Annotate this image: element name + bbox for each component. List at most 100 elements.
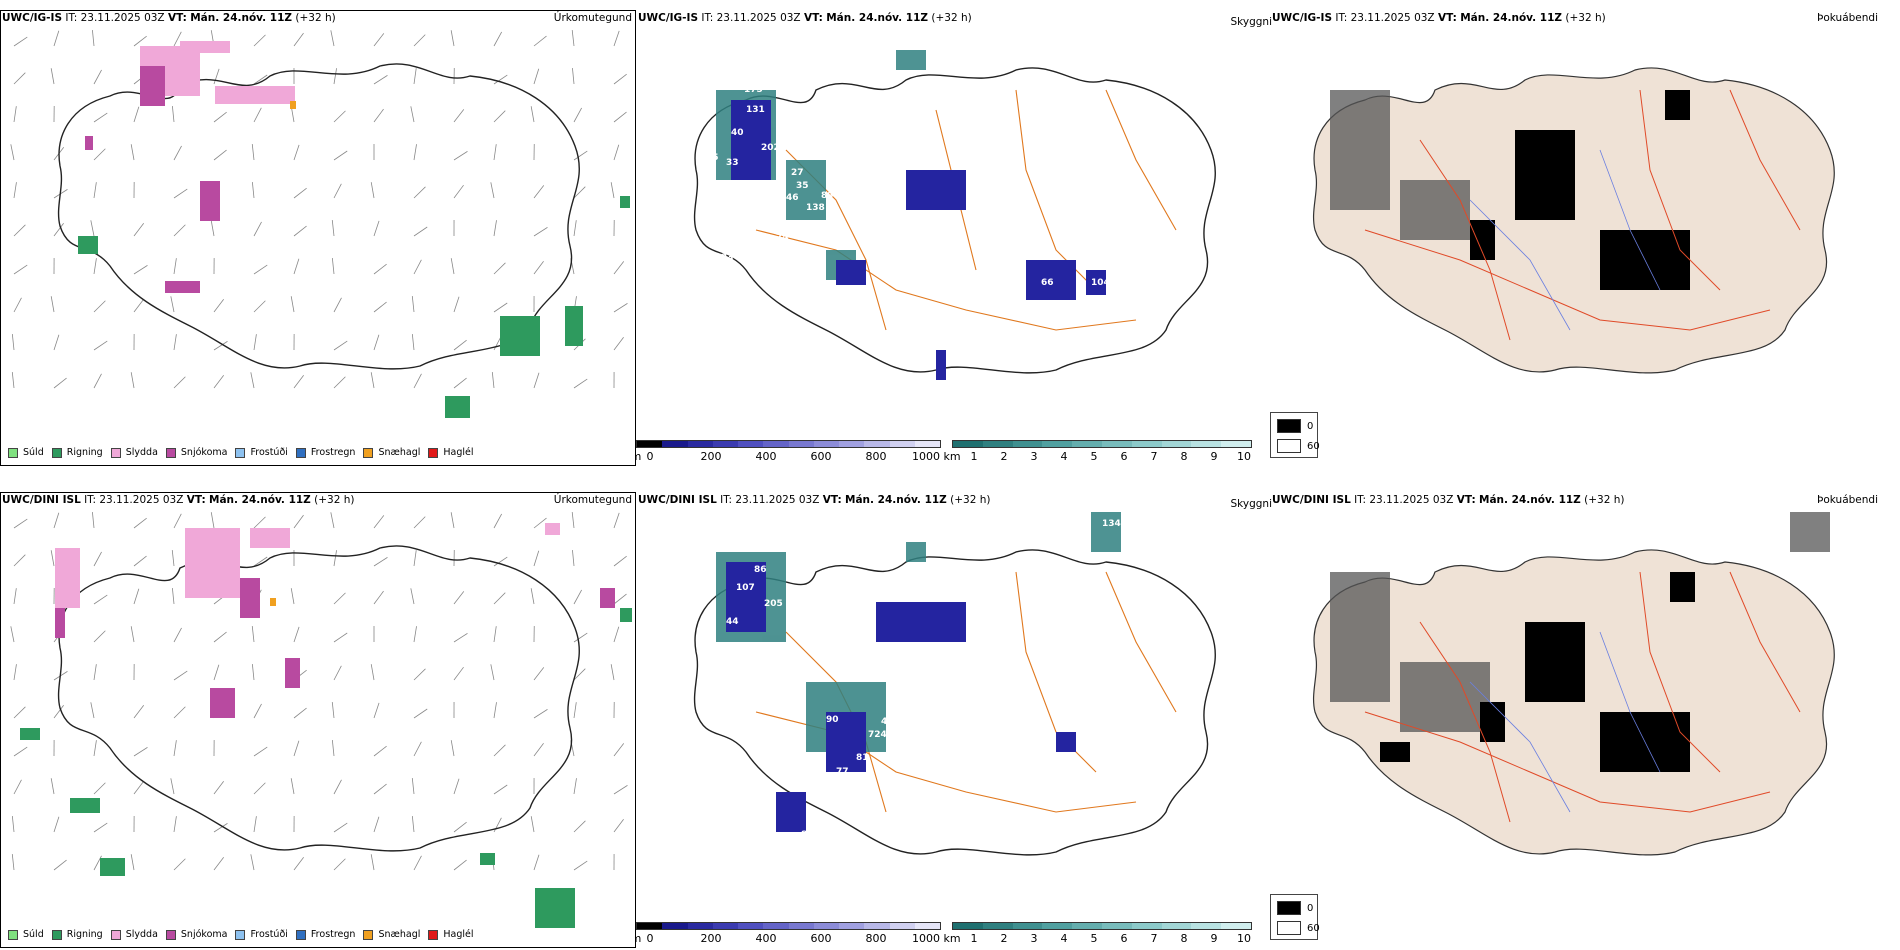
wind-barb <box>213 781 225 795</box>
visibility-map: 134 86 107 205 60 44 18 47 68 190 72 153… <box>693 512 1216 856</box>
legend-item: Súld <box>8 929 44 940</box>
wind-barb <box>453 859 467 871</box>
wind-barb <box>491 372 495 389</box>
svg-text:68: 68 <box>836 653 849 663</box>
wind-barb <box>133 705 145 719</box>
precip-map-frame <box>0 10 636 466</box>
wind-barb <box>453 339 467 351</box>
wind-barb <box>293 857 304 871</box>
visibility-map: 175 131 40 202 33 55 27 35 89 46 138 93 … <box>693 50 1216 380</box>
wind-barb <box>533 854 540 871</box>
wind-barb <box>453 151 468 161</box>
wind-barb <box>133 35 147 47</box>
wind-barb <box>173 376 186 389</box>
wind-barb <box>133 747 148 757</box>
wind-barb <box>373 108 384 123</box>
wind-barb <box>250 854 255 871</box>
legend-item: Rigning <box>51 447 103 458</box>
svg-text:46: 46 <box>786 193 799 203</box>
wind-barb <box>413 741 422 757</box>
wind-barb <box>253 334 257 351</box>
wind-barb <box>13 36 28 47</box>
wind-barb <box>411 816 415 833</box>
wind-barb <box>572 68 575 85</box>
wind-barb <box>613 593 627 605</box>
wind-barb <box>453 296 460 313</box>
fog-panel-bottom: UWC/DINI ISL IT: 23.11.2025 03Z VT: Mán.… <box>1270 492 1900 948</box>
wind-barb <box>93 782 106 795</box>
svg-text:437: 437 <box>881 717 900 727</box>
wind-barb <box>453 633 468 643</box>
wind-barb <box>53 222 64 237</box>
wind-barb <box>493 74 508 85</box>
wind-barb <box>53 859 67 871</box>
wind-barb <box>11 854 15 871</box>
precip-map <box>10 512 632 928</box>
wind-barb <box>610 182 615 199</box>
wind-barb <box>133 781 144 795</box>
wind-barb <box>330 512 335 529</box>
wind-barb <box>493 592 506 605</box>
wind-barb <box>130 144 135 161</box>
wind-barb <box>293 144 300 161</box>
wind-barb <box>333 110 346 123</box>
wind-barb <box>573 778 577 795</box>
wind-barb <box>493 144 497 161</box>
visibility-panel-top: UWC/IG-IS IT: 23.11.2025 03Z VT: Mán. 24… <box>636 10 1276 466</box>
wind-barb <box>13 182 17 199</box>
wind-barb <box>533 667 545 681</box>
wind-barb <box>453 778 460 795</box>
wind-barb <box>493 262 506 275</box>
wind-barb <box>453 109 465 123</box>
wind-barb <box>413 668 426 681</box>
wind-barb <box>133 588 140 605</box>
svg-text:104: 104 <box>1091 278 1110 288</box>
wind-barb <box>213 111 227 123</box>
wind-barb <box>413 186 426 199</box>
wind-barb <box>93 630 106 643</box>
wind-barb <box>331 220 335 237</box>
wind-barb <box>213 823 228 833</box>
wind-barb <box>493 31 503 47</box>
wind-barb <box>453 666 464 681</box>
wind-barb <box>293 225 307 237</box>
iceland-outline <box>57 63 580 370</box>
fog-map <box>1312 512 1835 856</box>
wind-barb <box>373 783 387 795</box>
panel-title: Skyggni <box>1230 498 1273 510</box>
svg-text:98: 98 <box>966 193 979 203</box>
wind-barb <box>331 258 335 275</box>
wind-barb <box>173 334 177 351</box>
svg-text:55: 55 <box>706 153 719 163</box>
wind-barb <box>13 588 17 605</box>
wind-barb <box>411 334 415 351</box>
wind-barb <box>453 821 467 833</box>
wind-barb <box>373 816 380 833</box>
wind-barb <box>173 188 188 199</box>
wind-barb <box>533 550 540 567</box>
wind-barb <box>293 514 304 529</box>
precip-legend: Súld Rigning Slydda Snjókoma Frostúði Fr… <box>8 447 474 458</box>
svg-text:175: 175 <box>744 85 763 95</box>
svg-text:33: 33 <box>721 253 734 263</box>
wind-barb <box>13 106 17 123</box>
wind-barb <box>171 588 175 605</box>
wind-barb <box>133 517 147 529</box>
visibility-panel-bottom: UWC/DINI ISL IT: 23.11.2025 03Z VT: Mán.… <box>636 492 1276 948</box>
fog-legend: 0 60 <box>1270 412 1320 458</box>
legend-item: Snæhagl <box>363 929 420 940</box>
wind-barb <box>413 516 426 529</box>
wind-barb <box>571 30 575 47</box>
wind-barb <box>93 373 102 389</box>
wind-barb <box>333 376 346 389</box>
wind-barb <box>333 779 342 795</box>
wind-barb <box>613 30 620 47</box>
wind-barb <box>253 34 266 47</box>
wind-barb <box>213 664 220 681</box>
svg-text:104: 104 <box>781 845 800 855</box>
wind-barb <box>173 816 177 833</box>
wind-barb <box>173 31 182 47</box>
legend-item: Súld <box>8 447 44 458</box>
wind-barb <box>613 303 628 313</box>
svg-text:105: 105 <box>834 785 853 795</box>
